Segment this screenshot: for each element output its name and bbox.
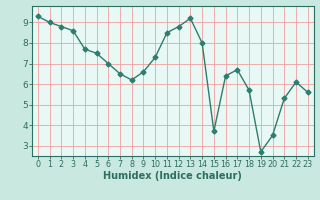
X-axis label: Humidex (Indice chaleur): Humidex (Indice chaleur) — [103, 171, 242, 181]
